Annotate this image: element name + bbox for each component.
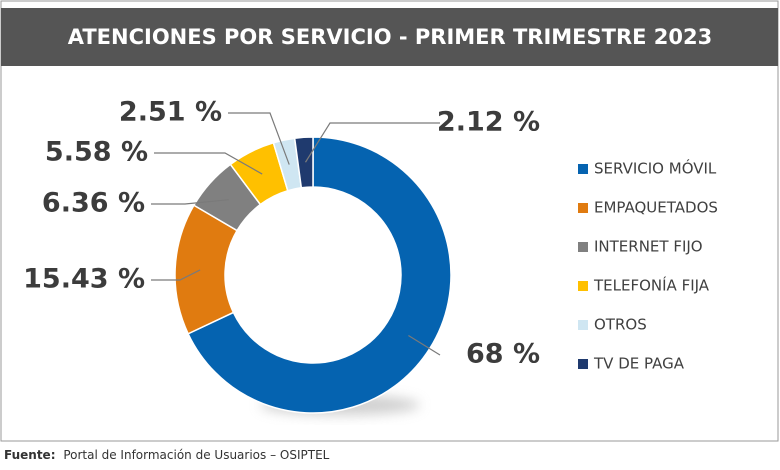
data-label: 68 % [466, 339, 540, 370]
donut-segment [293, 136, 314, 189]
data-label: 2.51 % [119, 97, 222, 128]
chart-title: ATENCIONES POR SERVICIO - PRIMER TRIMEST… [68, 25, 713, 49]
data-label: 6.36 % [42, 188, 145, 219]
legend-label: EMPAQUETADOS [594, 199, 718, 217]
legend-label: SERVICIO MÓVIL [594, 159, 717, 178]
legend-swatch [578, 281, 588, 291]
source-text: Portal de Información de Usuarios – OSIP… [63, 448, 329, 462]
data-label: 2.12 % [437, 107, 540, 138]
legend-label: OTROS [594, 316, 647, 334]
legend-swatch [578, 359, 588, 369]
legend-label: TV DE PAGA [593, 355, 685, 373]
leader-line [408, 335, 441, 356]
legend-swatch [578, 164, 588, 174]
donut-segment [187, 136, 452, 414]
data-label: 15.43 % [23, 264, 145, 295]
data-label: 5.58 % [45, 137, 148, 168]
leader-line [304, 122, 440, 163]
legend-label: INTERNET FIJO [594, 238, 703, 256]
legend-swatch [578, 203, 588, 213]
title-bar [1, 8, 778, 66]
leader-line [228, 112, 290, 165]
legend-swatch [578, 320, 588, 330]
source: Fuente: Portal de Información de Usuario… [4, 448, 330, 462]
leader-line [151, 269, 201, 281]
leader-line [151, 199, 229, 205]
leader-line [154, 152, 263, 175]
source-label: Fuente: [4, 448, 56, 462]
legend-swatch [578, 242, 588, 252]
legend-label: TELEFONÍA FIJA [593, 276, 710, 295]
